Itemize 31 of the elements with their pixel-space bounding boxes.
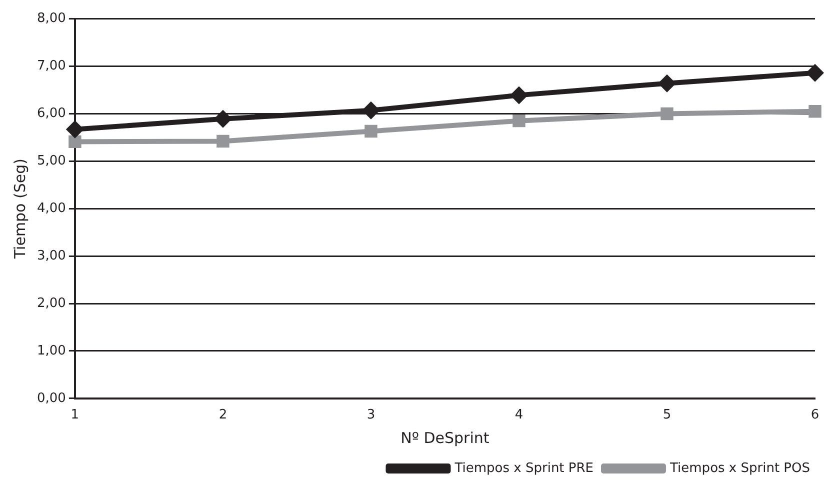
legend-label: Tiempos x Sprint POS <box>668 460 810 476</box>
y-tick-label: 1,00 <box>36 343 66 358</box>
y-tick-label: 8,00 <box>36 11 66 26</box>
point <box>512 114 526 128</box>
y-tick-label: 7,00 <box>36 58 66 74</box>
y-tick-label: 2,00 <box>36 296 66 311</box>
y-tick-label: 4,00 <box>36 200 66 216</box>
point <box>68 135 82 148</box>
x-tick-label: 3 <box>366 408 376 423</box>
point <box>660 107 674 120</box>
point <box>362 101 380 120</box>
x-tick-label: 5 <box>662 408 672 423</box>
point <box>364 124 378 138</box>
x-tick-label: 6 <box>810 408 820 423</box>
y-tick-label: 6,00 <box>36 106 66 122</box>
y-tick-label: 5,00 <box>36 154 66 169</box>
point <box>806 64 824 82</box>
point <box>808 104 822 118</box>
point <box>216 134 230 148</box>
y-tick-label: 3,00 <box>36 248 66 264</box>
legend-label: Tiempos x Sprint PRE <box>454 460 594 476</box>
x-tick-label: 1 <box>70 408 80 423</box>
point <box>66 120 84 138</box>
point <box>510 86 528 104</box>
point <box>214 110 232 128</box>
point <box>658 74 676 92</box>
y-axis-title: Tiempo (Seg) <box>10 158 29 260</box>
x-tick-label: 2 <box>218 408 228 423</box>
x-tick-label: 4 <box>514 408 524 423</box>
y-tick-label: 0,00 <box>36 390 66 406</box>
x-axis-title: Nº DeSprint <box>400 428 490 447</box>
